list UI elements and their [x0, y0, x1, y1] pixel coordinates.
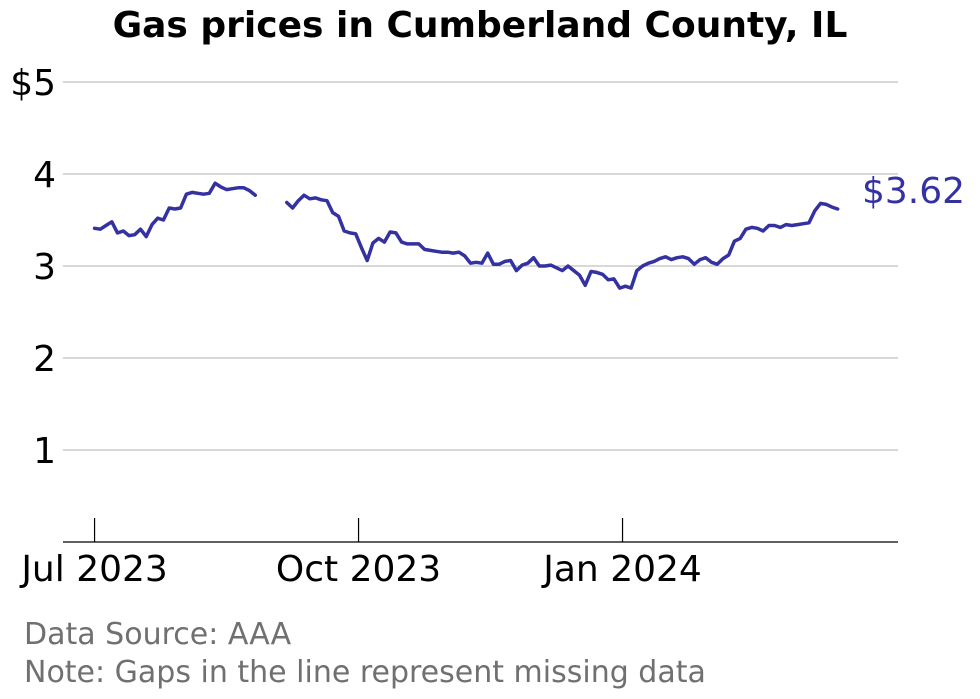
y-axis-ticks: 1 2 3 4 $5 [10, 63, 56, 472]
series-line-segment [92, 181, 258, 239]
y-tick-label: 3 [33, 247, 56, 288]
x-tick-label: Oct 2023 [276, 549, 441, 590]
y-tick-label: 2 [33, 339, 56, 380]
last-value-label: $3.62 [862, 171, 965, 212]
series-line-segment [285, 193, 840, 290]
series-line [92, 181, 840, 290]
x-axis-ticks: Jul 2023 Oct 2023 Jan 2024 [19, 518, 702, 590]
chart-title: Gas prices in Cumberland County, IL [113, 5, 848, 46]
x-tick-label: Jan 2024 [541, 549, 702, 590]
data-source-note: Data Source: AAA [24, 617, 292, 652]
x-tick-label: Jul 2023 [19, 549, 168, 590]
y-tick-label: 1 [33, 431, 56, 472]
missing-data-note: Note: Gaps in the line represent missing… [24, 655, 706, 690]
y-tick-label: 4 [33, 155, 56, 196]
gridlines [63, 81, 898, 451]
y-tick-label: $5 [10, 63, 56, 104]
